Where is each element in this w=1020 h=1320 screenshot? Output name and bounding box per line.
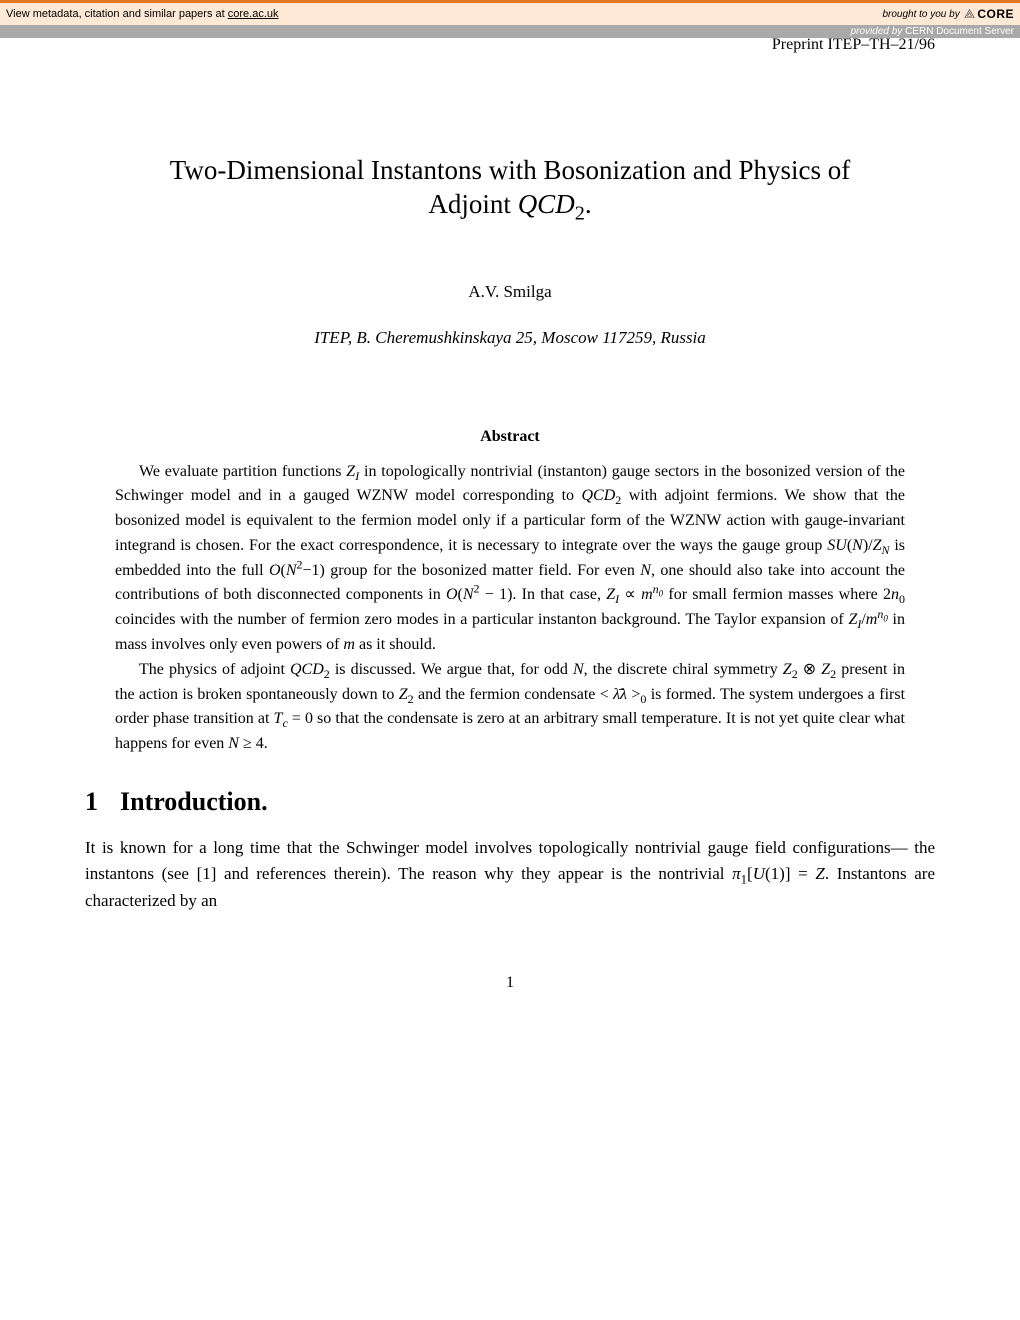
abstract-heading: Abstract [85,428,935,446]
title-subscript: 2 [575,202,585,224]
core-link[interactable]: core.ac.uk [228,8,279,20]
title-line2-suffix: . [585,189,592,219]
banner-left: View metadata, citation and similar pape… [6,8,279,20]
abstract-para-1: We evaluate partition functions ZI in to… [115,460,905,658]
paper-title: Two-Dimensional Instantons with Bosoniza… [85,154,935,222]
page-content: Preprint ITEP–TH–21/96 Two-Dimensional I… [0,36,1020,1032]
abstract: We evaluate partition functions ZI in to… [115,460,905,758]
section-title: Introduction. [120,787,268,816]
banner-left-text: View metadata, citation and similar pape… [6,8,228,20]
section-heading: 1 Introduction. [85,787,935,817]
title-line2-prefix: Adjoint [428,189,517,219]
affiliation: ITEP, B. Cheremushkinskaya 25, Moscow 11… [85,328,935,348]
preprint-id: Preprint ITEP–TH–21/96 [85,36,935,54]
page-number: 1 [85,974,935,992]
core-label: CORE [977,7,1014,21]
banner-right-prefix: brought to you by [882,9,959,20]
core-icon: ⟁ [964,6,976,22]
core-banner: View metadata, citation and similar pape… [0,0,1020,25]
title-line1: Two-Dimensional Instantons with Bosoniza… [170,155,851,185]
intro-para-1: It is known for a long time that the Sch… [85,835,935,914]
section-number: 1 [85,787,98,816]
banner-right: brought to you by ⟁ CORE [882,6,1014,22]
title-math: QCD [518,189,575,219]
abstract-para-2: The physics of adjoint QCD2 is discussed… [115,658,905,757]
body-text: It is known for a long time that the Sch… [85,835,935,914]
core-logo[interactable]: ⟁ CORE [964,6,1014,22]
author: A.V. Smilga [85,282,935,302]
